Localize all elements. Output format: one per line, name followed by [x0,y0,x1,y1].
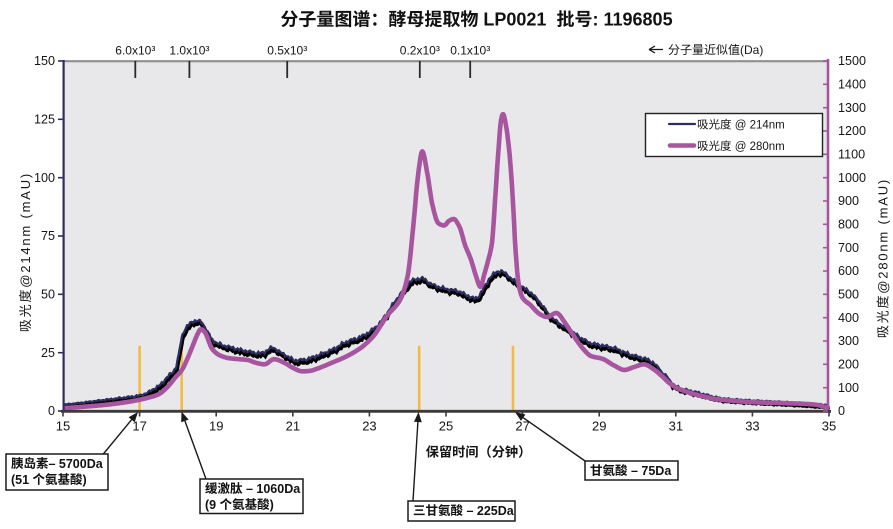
svg-text:(mAU): (mAU) [876,178,891,225]
svg-text:–: – [246,482,253,496]
svg-text:31: 31 [669,419,683,434]
svg-text:–: – [49,457,56,471]
svg-text:(9: (9 [205,498,216,512]
svg-text:25: 25 [41,346,55,360]
svg-text:0: 0 [48,404,55,418]
svg-text:400: 400 [838,311,859,325]
svg-text:29: 29 [592,419,606,434]
svg-text:125: 125 [34,113,55,127]
svg-text:200: 200 [838,358,859,372]
svg-text:100: 100 [34,171,55,185]
svg-text:0.1x10³: 0.1x10³ [450,44,490,58]
svg-text:23: 23 [362,419,376,434]
svg-text:1.0x10³: 1.0x10³ [169,44,209,58]
svg-text:): ) [270,498,274,512]
svg-text:21: 21 [286,419,300,434]
svg-text:1000: 1000 [838,171,866,185]
svg-text:@: @ [735,120,747,132]
svg-text:@: @ [735,141,747,153]
svg-text:–: – [631,464,638,478]
svg-text:): ) [83,473,87,487]
svg-text:(Da): (Da) [740,43,763,57]
svg-text:(51: (51 [11,473,29,487]
svg-text:0: 0 [838,404,845,418]
svg-text:50: 50 [41,288,55,302]
svg-text:100: 100 [838,381,859,395]
svg-text:(mAU): (mAU) [18,172,33,219]
svg-text:25: 25 [439,419,453,434]
svg-text:280nm: 280nm [750,141,785,153]
svg-text:6.0x10³: 6.0x10³ [115,44,155,58]
svg-text:1200: 1200 [838,124,866,138]
svg-text:35: 35 [822,419,836,434]
svg-text:75: 75 [41,229,55,243]
svg-text:75Da: 75Da [641,464,672,478]
svg-text:1060Da: 1060Da [256,482,301,496]
svg-text:0.2x10³: 0.2x10³ [400,44,440,58]
svg-text:300: 300 [838,334,859,348]
svg-text:800: 800 [838,218,859,232]
svg-text:1500: 1500 [838,54,866,68]
svg-text:@214nm: @214nm [18,224,33,288]
svg-text:17: 17 [132,419,146,434]
svg-text:5700Da: 5700Da [59,457,104,471]
svg-text:–: – [467,504,474,518]
svg-text:1300: 1300 [838,101,866,115]
svg-text:600: 600 [838,264,859,278]
svg-text:1196805: 1196805 [604,10,673,30]
svg-text:900: 900 [838,194,859,208]
svg-text:150: 150 [34,54,55,68]
svg-text:19: 19 [209,419,223,434]
svg-text:LP0021: LP0021 [483,10,546,30]
svg-text:225Da: 225Da [477,504,515,518]
svg-text:0.5x10³: 0.5x10³ [267,44,307,58]
svg-text:1100: 1100 [838,148,865,162]
svg-text:33: 33 [745,419,759,434]
svg-text:15: 15 [56,419,70,434]
svg-text:@280nm: @280nm [876,230,891,294]
svg-text:500: 500 [838,288,859,302]
svg-text::: : [593,10,599,30]
svg-text:1400: 1400 [838,78,866,92]
svg-text:27: 27 [515,419,529,434]
svg-text:700: 700 [838,241,859,255]
svg-text:214nm: 214nm [750,120,785,132]
